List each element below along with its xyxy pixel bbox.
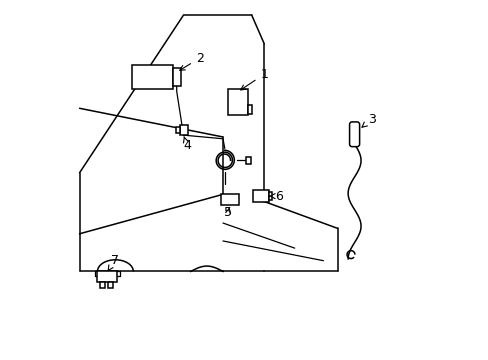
Bar: [100, 282, 104, 288]
Bar: [247, 105, 252, 114]
Text: 5: 5: [224, 206, 232, 219]
Bar: [180, 125, 187, 135]
Bar: [108, 282, 112, 288]
Text: 3: 3: [361, 113, 375, 127]
Bar: [245, 157, 250, 164]
Text: 2: 2: [180, 51, 203, 70]
Text: 6: 6: [268, 190, 282, 203]
Text: 7: 7: [108, 254, 119, 270]
Text: 4: 4: [183, 136, 191, 152]
Bar: [228, 89, 247, 116]
Text: 1: 1: [240, 68, 267, 90]
Bar: [221, 194, 239, 205]
Bar: [172, 68, 180, 86]
Bar: [268, 192, 271, 200]
Bar: [131, 65, 172, 89]
Bar: [97, 271, 117, 282]
Bar: [253, 190, 268, 202]
FancyBboxPatch shape: [349, 122, 359, 147]
Bar: [176, 127, 180, 133]
